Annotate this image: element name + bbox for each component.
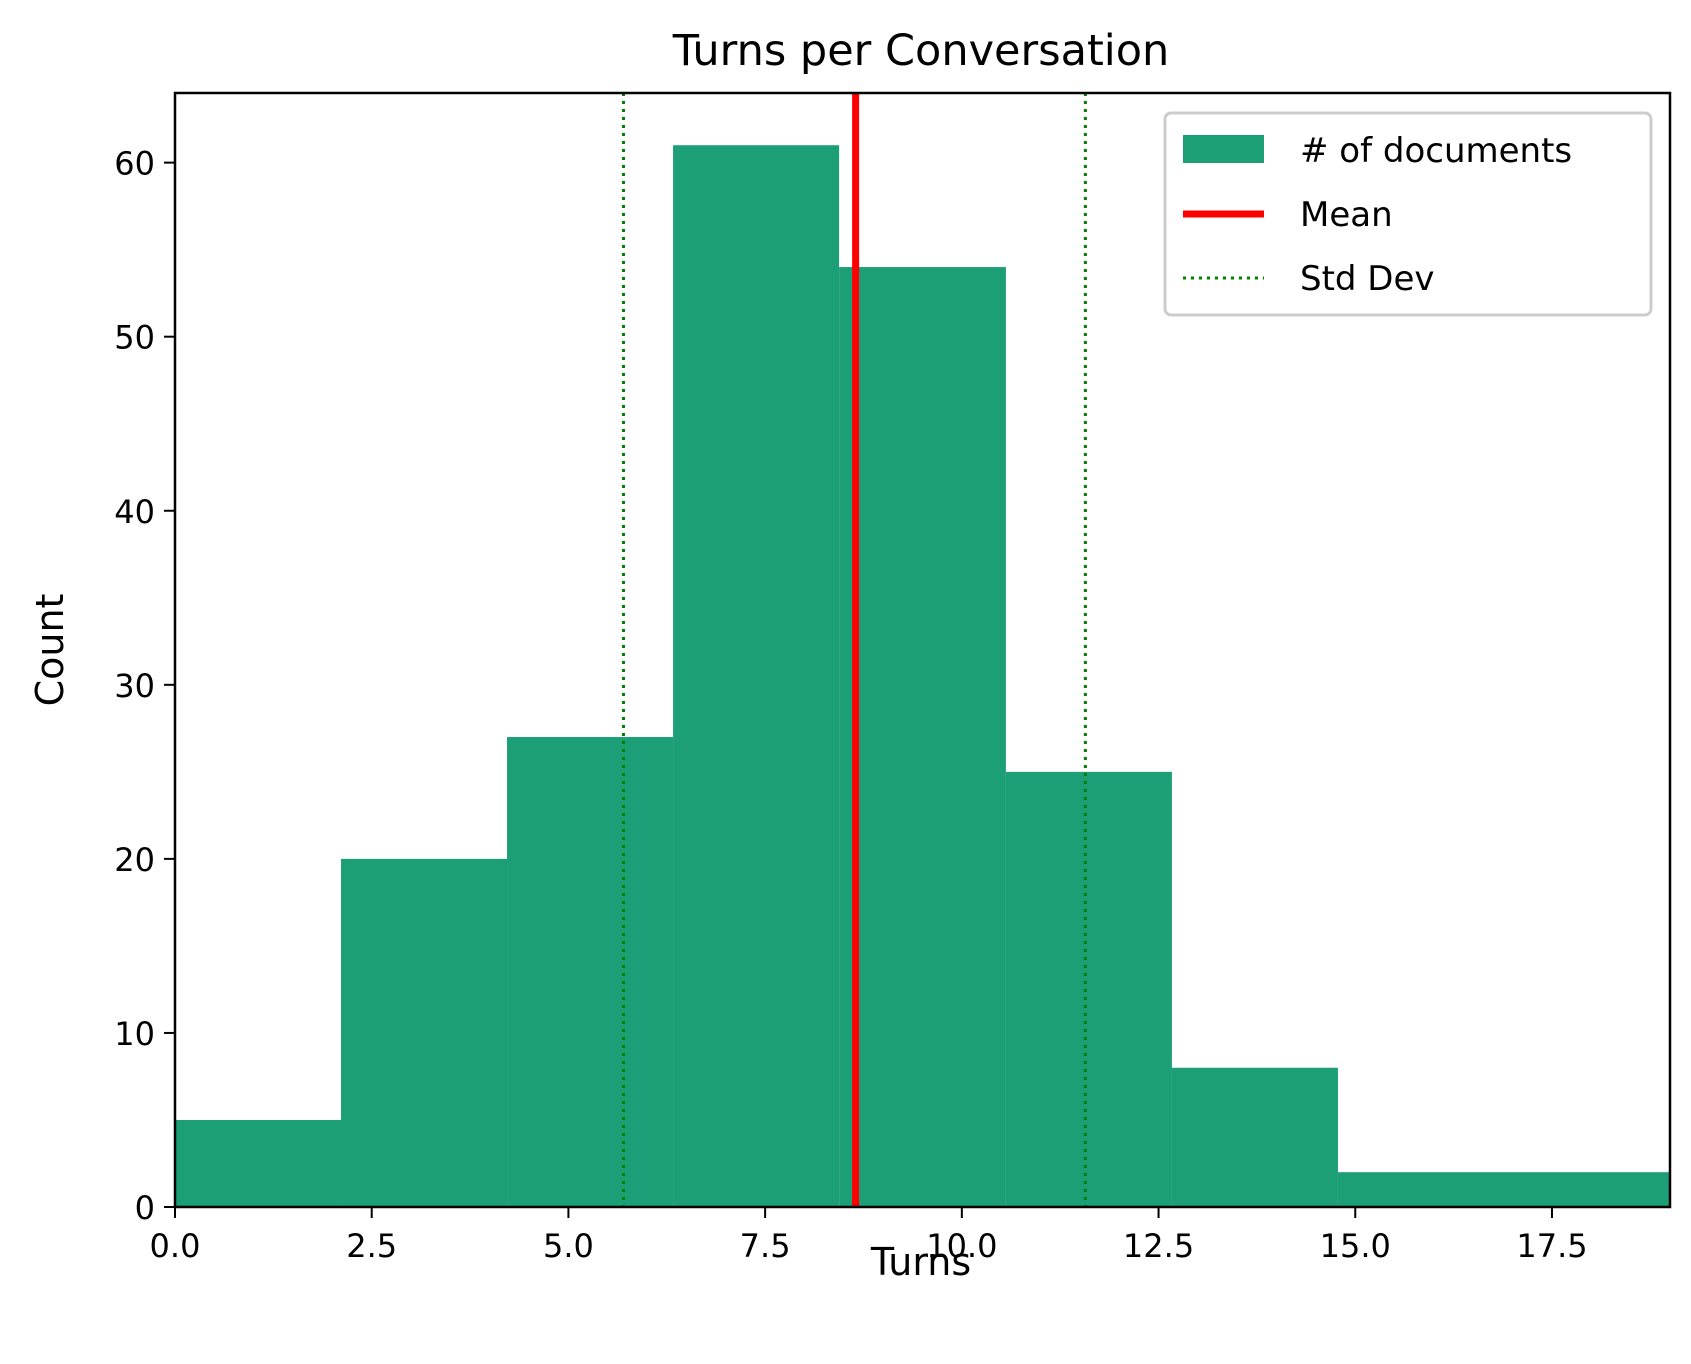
legend-label-mean: Mean — [1300, 195, 1393, 235]
x-tick-label-1: 2.5 — [346, 1227, 397, 1265]
histogram-bar-3 — [507, 737, 674, 1207]
legend-label-documents: # of documents — [1300, 131, 1572, 171]
plot-area — [175, 93, 1670, 1207]
axes: 0.0 2.5 5.0 7.5 10.0 12.5 15.0 17.5 0 10 20 30 40 50 6… — [114, 91, 1672, 1265]
x-tick-label-7: 17.5 — [1516, 1227, 1587, 1265]
plot-frame — [173, 91, 1672, 1209]
y-tick-label-5: 50 — [114, 319, 155, 357]
x-tick-label-5: 12.5 — [1123, 1227, 1194, 1265]
y-tick-label-0: 0 — [135, 1189, 155, 1227]
histogram-bar-4 — [673, 145, 840, 1207]
histogram-bar-8 — [1337, 1172, 1670, 1207]
legend-label-std-dev: Std Dev — [1300, 259, 1435, 299]
y-tick-label-2: 20 — [114, 841, 155, 879]
histogram-bar-5 — [839, 267, 1006, 1207]
y-tick-label-1: 10 — [114, 1015, 155, 1053]
y-tick-label-4: 40 — [114, 493, 155, 531]
x-tick-label-0: 0.0 — [150, 1227, 201, 1265]
histogram-bar-1 — [175, 1119, 342, 1207]
histogram-bar-7 — [1171, 1067, 1338, 1207]
x-tick-label-2: 5.0 — [543, 1227, 594, 1265]
x-tick-label-4: 10.0 — [926, 1227, 997, 1265]
y-tick-label-3: 30 — [114, 667, 155, 705]
chart-title: Turns per Conversation — [672, 26, 1170, 76]
x-tick-label-3: 7.5 — [740, 1227, 791, 1265]
y-tick-label-6: 60 — [114, 145, 155, 183]
histogram-bar-2 — [341, 858, 508, 1207]
x-axis-label: Turns — [870, 1240, 971, 1284]
x-tick-label-6: 15.0 — [1320, 1227, 1391, 1265]
y-axis-label: Count — [28, 594, 72, 707]
legend-swatch-documents — [1183, 135, 1264, 163]
legend-box — [1163, 111, 1653, 317]
histogram-bar-6 — [1005, 771, 1172, 1207]
legend: # of documents Mean Std Dev — [1163, 111, 1653, 317]
